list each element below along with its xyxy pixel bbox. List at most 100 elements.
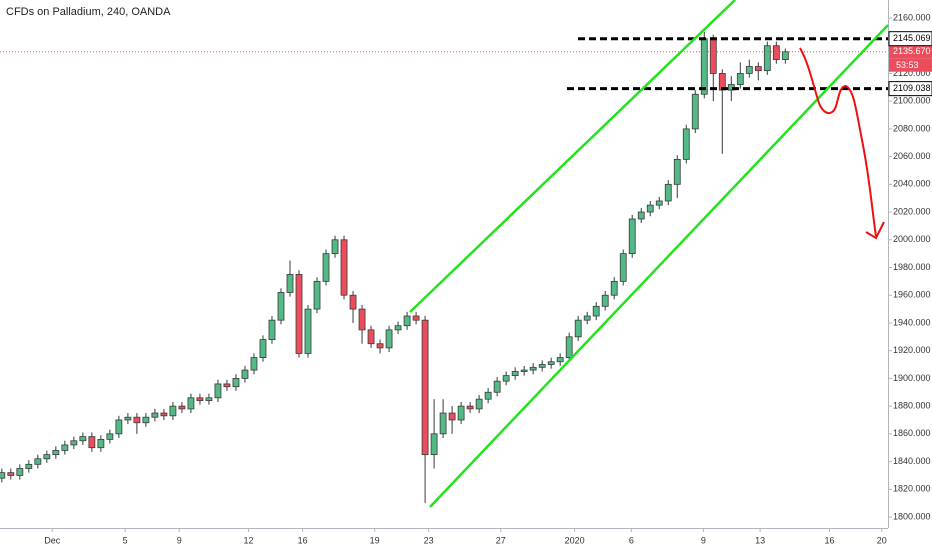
x-tick-label: 20 bbox=[877, 535, 887, 545]
candle-body bbox=[448, 412, 456, 421]
y-tick-label: 1820.000 bbox=[893, 484, 931, 494]
candle-body bbox=[385, 329, 393, 349]
candle-body bbox=[268, 319, 276, 340]
candle-body bbox=[691, 93, 699, 130]
x-tick-label: 27 bbox=[496, 535, 506, 545]
y-tick-label: 1960.000 bbox=[893, 290, 931, 300]
candle-body bbox=[736, 73, 744, 85]
candle-body bbox=[151, 412, 159, 418]
candle-body bbox=[430, 433, 438, 456]
level-box bbox=[888, 81, 932, 97]
x-tick-label: 13 bbox=[755, 535, 765, 545]
y-tick-label: 2000.000 bbox=[893, 234, 931, 244]
countdown-label: 53:53 bbox=[896, 60, 919, 70]
x-tick-label: 16 bbox=[824, 535, 834, 545]
candle-body bbox=[574, 319, 582, 338]
candle-body bbox=[187, 397, 195, 410]
y-tick-label: 1980.000 bbox=[893, 262, 931, 272]
candle-body bbox=[421, 319, 429, 456]
x-tick-label: 6 bbox=[629, 535, 634, 545]
candle-body bbox=[79, 436, 87, 442]
candle-body bbox=[754, 66, 762, 72]
x-tick-label: Dec bbox=[44, 535, 61, 545]
y-tick-label: 2080.000 bbox=[893, 123, 931, 133]
candle-body bbox=[16, 468, 24, 476]
candle-body bbox=[538, 364, 546, 368]
candle-body bbox=[511, 371, 519, 377]
candle-body bbox=[34, 458, 42, 465]
channel-upper bbox=[409, 0, 736, 313]
candle-body bbox=[295, 274, 303, 354]
candle-body bbox=[664, 183, 672, 202]
candle-body bbox=[349, 294, 357, 310]
candle-body bbox=[241, 369, 249, 379]
x-tick-label: 16 bbox=[298, 535, 308, 545]
x-tick-label: 9 bbox=[701, 535, 706, 545]
chart-title: CFDs on Palladium, 240, OANDA bbox=[6, 6, 171, 18]
axis-labels: 1800.000 1820.000 1840.000 1860.000 1880.000… bbox=[44, 12, 932, 545]
y-tick-label: 1900.000 bbox=[893, 373, 931, 383]
candle-body bbox=[124, 416, 132, 421]
level-label: 2109.038 bbox=[893, 83, 931, 93]
candle-body bbox=[520, 369, 528, 372]
candle-body bbox=[646, 204, 654, 213]
candle-body bbox=[250, 357, 258, 371]
candle-body bbox=[25, 463, 33, 469]
candle-body bbox=[619, 253, 627, 282]
candle-body bbox=[610, 280, 618, 296]
candle-body bbox=[529, 366, 537, 371]
arrow-head bbox=[865, 221, 885, 240]
candle-body bbox=[655, 200, 663, 206]
candle-body bbox=[232, 377, 240, 388]
candle-body bbox=[376, 343, 384, 349]
candle-body bbox=[88, 436, 96, 449]
x-tick-label: 5 bbox=[123, 535, 128, 545]
candle-body bbox=[772, 45, 780, 60]
candle-body bbox=[286, 274, 294, 293]
y-tick-label: 2160.000 bbox=[893, 12, 931, 22]
y-tick-label: 1940.000 bbox=[893, 317, 931, 327]
candle-body bbox=[97, 438, 105, 449]
x-tick-label: 9 bbox=[177, 535, 182, 545]
plot bbox=[0, 31, 888, 504]
candle-body bbox=[457, 405, 465, 421]
candle-body bbox=[160, 412, 168, 417]
candle-body bbox=[682, 128, 690, 160]
candle-body bbox=[331, 239, 339, 255]
y-tick-label: 2060.000 bbox=[893, 151, 931, 161]
last-price-box bbox=[889, 44, 932, 59]
candle-body bbox=[583, 315, 591, 321]
x-tick-label: 12 bbox=[244, 535, 254, 545]
candle-body bbox=[106, 433, 114, 440]
candle-body bbox=[52, 450, 60, 456]
candle-body bbox=[709, 38, 717, 74]
x-tick-label: 19 bbox=[370, 535, 380, 545]
candle-body bbox=[394, 325, 402, 331]
candle-body bbox=[556, 357, 564, 363]
y-tick-label: 1920.000 bbox=[893, 345, 931, 355]
drawings bbox=[409, 0, 889, 508]
candle-body bbox=[61, 444, 69, 451]
candle-body bbox=[367, 329, 375, 345]
candle-body bbox=[115, 419, 123, 435]
candle-body bbox=[502, 375, 510, 382]
y-tick-label: 1840.000 bbox=[893, 456, 931, 466]
candle-body bbox=[313, 280, 321, 310]
y-tick-label: 1800.000 bbox=[893, 511, 931, 521]
forecast-arrow bbox=[799, 47, 877, 237]
candle-body bbox=[592, 305, 600, 317]
level-box bbox=[888, 31, 932, 47]
y-tick-label: 2020.000 bbox=[893, 206, 931, 216]
candle-body bbox=[0, 472, 6, 479]
candle-body bbox=[43, 454, 51, 460]
candle-body bbox=[259, 339, 267, 358]
candle-body bbox=[484, 391, 492, 400]
last-price-label: 2135.670 bbox=[893, 46, 931, 56]
candle-body bbox=[475, 398, 483, 410]
candle-body bbox=[304, 308, 312, 354]
candle-body bbox=[70, 440, 78, 446]
candle-body bbox=[403, 315, 411, 327]
candle-body bbox=[700, 38, 708, 95]
y-tick-label: 2120.000 bbox=[893, 68, 931, 78]
